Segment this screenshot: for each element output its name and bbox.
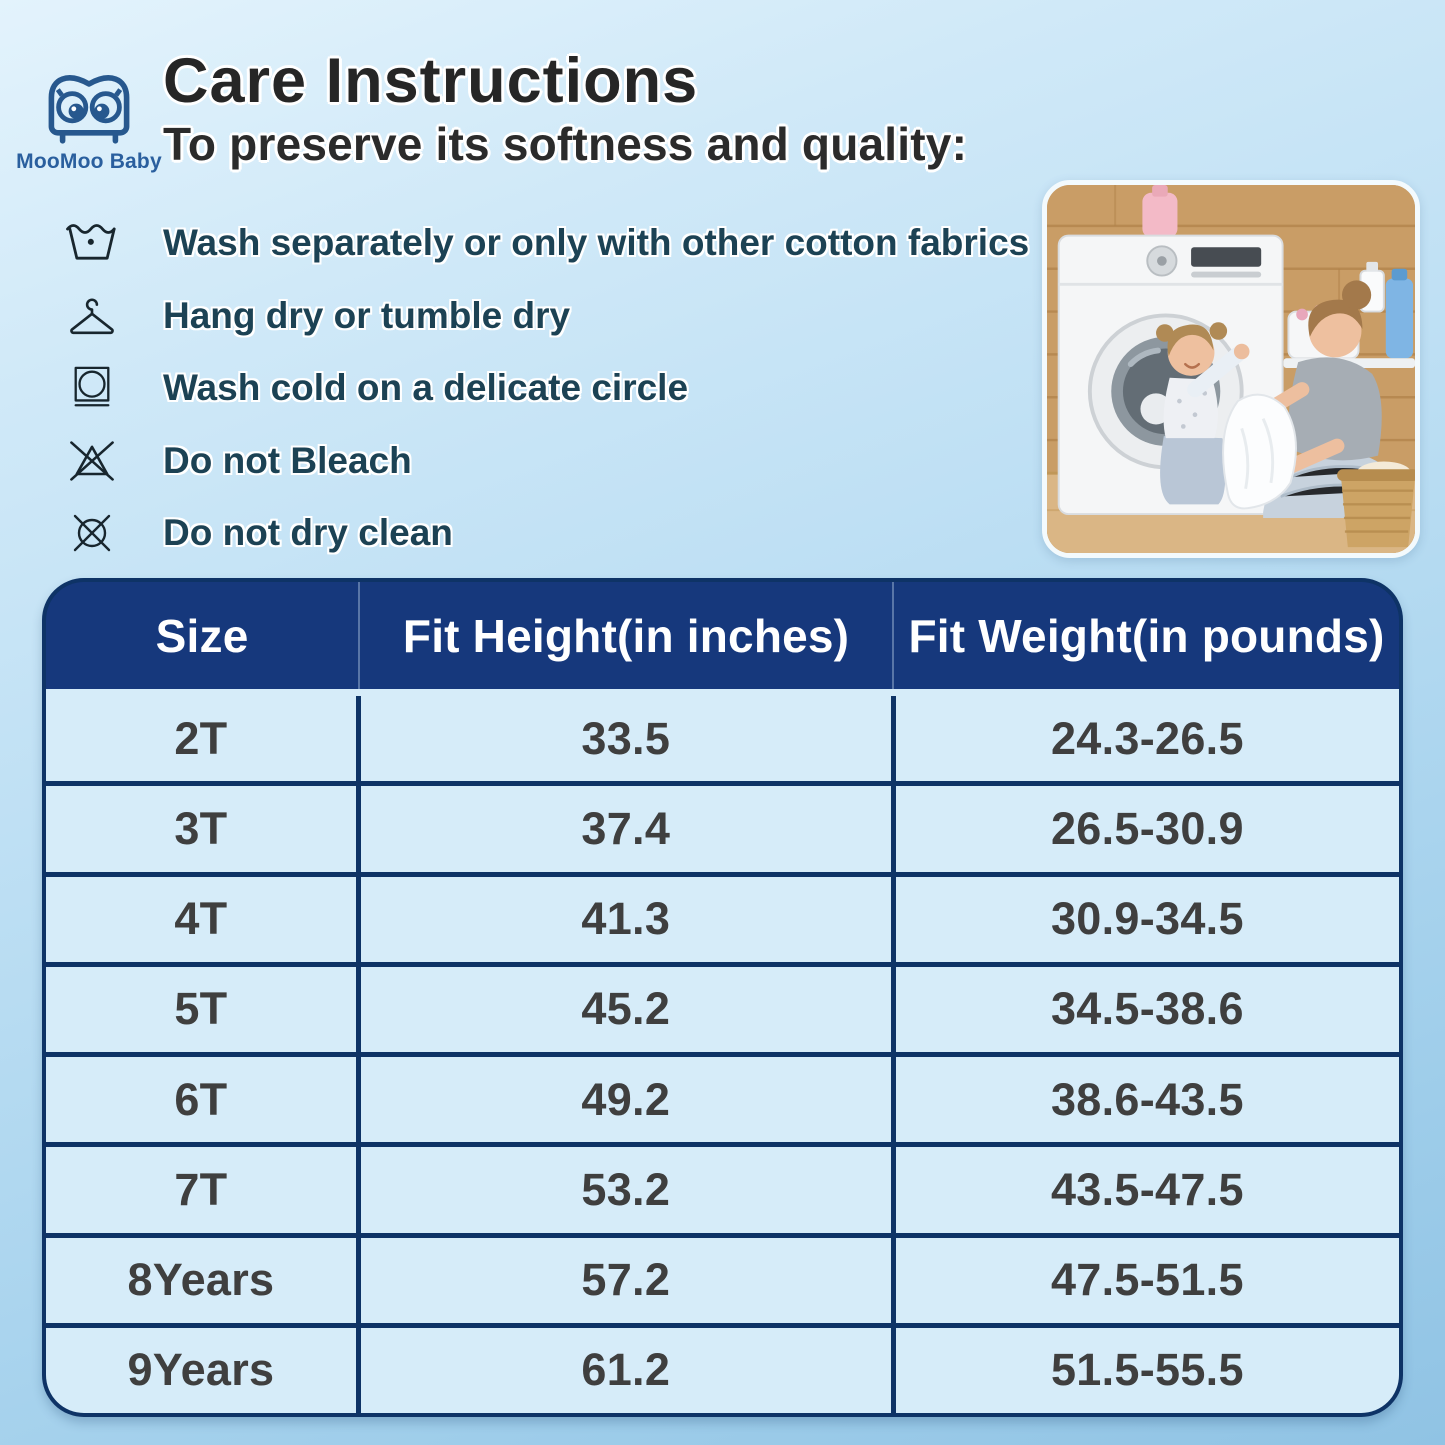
hanger-icon <box>63 293 121 339</box>
cell-height: 41.3 <box>360 876 891 962</box>
care-item-no-dry-clean: Do not dry clean <box>0 497 1040 570</box>
size-chart-header-row: Size Fit Height(in inches) Fit Weight(in… <box>46 582 1399 696</box>
cell-height: 49.2 <box>360 1057 891 1143</box>
brand-logo: MooMoo Baby <box>14 60 164 174</box>
column-header-weight: Fit Weight(in pounds) <box>891 582 1399 689</box>
column-header-height: Fit Height(in inches) <box>358 582 892 689</box>
tumble-dry-icon <box>63 362 121 414</box>
cell-size: 7T <box>46 1147 356 1233</box>
cell-height: 33.5 <box>360 696 891 782</box>
cell-weight: 51.5-55.5 <box>895 1327 1399 1413</box>
cell-size: 8Years <box>46 1237 356 1323</box>
cell-height: 53.2 <box>360 1147 891 1233</box>
cell-height: 45.2 <box>360 966 891 1052</box>
page-subtitle: To preserve its softness and quality: <box>163 118 968 170</box>
cell-weight: 30.9-34.5 <box>895 876 1399 962</box>
brand-name: MooMoo Baby <box>16 150 162 173</box>
laundry-photo <box>1042 180 1420 558</box>
cell-size: 9Years <box>46 1327 356 1413</box>
moomoo-owl-logo-icon <box>48 75 130 144</box>
cell-weight: 24.3-26.5 <box>895 696 1399 782</box>
cell-height: 37.4 <box>360 786 891 872</box>
cell-size: 2T <box>46 696 356 782</box>
cell-weight: 47.5-51.5 <box>895 1237 1399 1323</box>
care-item-wash-cold: Wash cold on a delicate circle <box>0 352 1040 425</box>
size-chart-table: Size Fit Height(in inches) Fit Weight(in… <box>42 578 1403 1417</box>
white-towel <box>1222 393 1297 510</box>
washtub-icon <box>63 218 121 268</box>
size-chart-body: 2T 33.5 24.3-26.5 3T 37.4 26.5-30.9 4T 4… <box>46 696 1399 1413</box>
header: Care Instructions To preserve its softne… <box>163 46 968 170</box>
care-item-wash: Wash separately or only with other cotto… <box>0 207 1040 280</box>
laundry-basket <box>1337 461 1415 548</box>
care-item-label: Wash cold on a delicate circle <box>163 367 689 409</box>
care-item-label: Do not dry clean <box>163 512 453 554</box>
do-not-dry-clean-icon <box>63 510 121 556</box>
care-instructions-list: Wash separately or only with other cotto… <box>0 207 1040 570</box>
care-item-label: Do not Bleach <box>163 439 412 481</box>
cell-weight: 43.5-47.5 <box>895 1147 1399 1233</box>
cell-weight: 38.6-43.5 <box>895 1057 1399 1143</box>
care-item-no-bleach: Do not Bleach <box>0 425 1040 498</box>
cell-size: 5T <box>46 966 356 1052</box>
laundry-photo-illustration <box>1047 185 1415 553</box>
cell-height: 57.2 <box>360 1237 891 1323</box>
cell-size: 3T <box>46 786 356 872</box>
do-not-bleach-icon <box>63 437 121 485</box>
cell-weight: 34.5-38.6 <box>895 966 1399 1052</box>
page-title: Care Instructions <box>163 46 699 116</box>
cell-size: 6T <box>46 1057 356 1143</box>
cell-weight: 26.5-30.9 <box>895 786 1399 872</box>
care-item-hang-dry: Hang dry or tumble dry <box>0 280 1040 353</box>
cell-size: 4T <box>46 876 356 962</box>
cell-height: 61.2 <box>360 1327 891 1413</box>
column-header-size: Size <box>155 609 249 662</box>
care-item-label: Wash separately or only with other cotto… <box>163 222 1030 264</box>
care-item-label: Hang dry or tumble dry <box>163 294 571 336</box>
child-figure <box>1156 322 1250 505</box>
